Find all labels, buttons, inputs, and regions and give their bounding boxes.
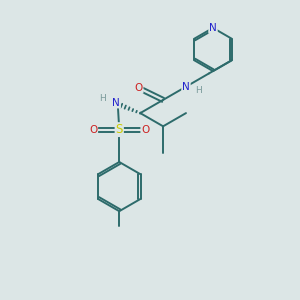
Text: O: O xyxy=(141,124,149,135)
Text: N: N xyxy=(112,98,120,108)
Text: H: H xyxy=(195,86,202,95)
Text: S: S xyxy=(116,123,123,136)
Text: H: H xyxy=(99,94,106,103)
Text: O: O xyxy=(134,83,142,93)
Text: N: N xyxy=(182,82,190,92)
Text: O: O xyxy=(89,124,97,135)
Text: N: N xyxy=(209,23,217,33)
